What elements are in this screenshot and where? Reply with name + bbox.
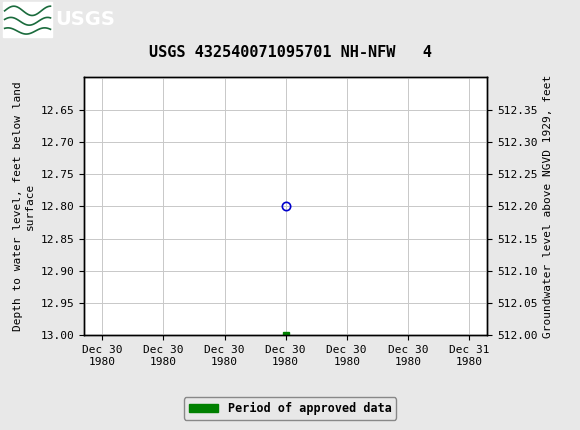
Y-axis label: Groundwater level above NGVD 1929, feet: Groundwater level above NGVD 1929, feet — [543, 75, 553, 338]
Text: USGS 432540071095701 NH-NFW   4: USGS 432540071095701 NH-NFW 4 — [148, 45, 432, 60]
Bar — [3, 2, 52, 37]
Legend: Period of approved data: Period of approved data — [184, 397, 396, 420]
Text: USGS: USGS — [55, 10, 115, 29]
Y-axis label: Depth to water level, feet below land
surface: Depth to water level, feet below land su… — [13, 82, 35, 331]
